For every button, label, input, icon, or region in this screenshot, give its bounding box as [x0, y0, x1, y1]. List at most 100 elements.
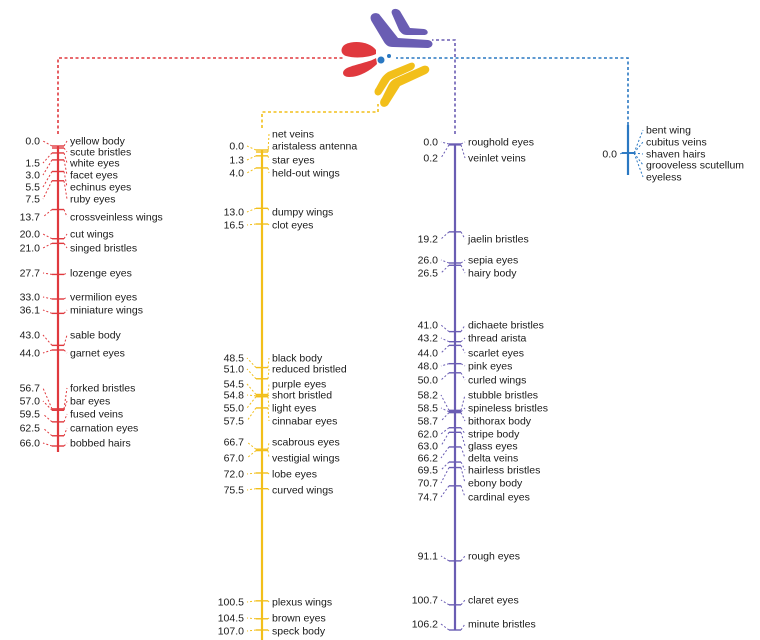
locus-x: 33.0 vermilion eyes	[20, 292, 138, 304]
locus-c2: 51.0 reduced bristled	[224, 364, 347, 380]
label-leader	[460, 337, 466, 343]
locus-position: 44.0	[20, 348, 41, 360]
locus-label: thread arista	[468, 333, 527, 345]
locus-label: stripe body	[468, 429, 520, 441]
locus-label: yellow body	[70, 136, 126, 148]
locus-label: short bristled	[272, 390, 332, 402]
label-leader	[460, 461, 466, 471]
locus-position: 21.0	[20, 243, 41, 255]
position-leader	[42, 242, 53, 249]
locus-position: 55.0	[224, 403, 245, 415]
chromosome-x-icon	[341, 42, 376, 58]
locus-position: 57.0	[20, 396, 41, 408]
locus-c3: 44.0 scarlet eyes	[418, 344, 524, 360]
label-leader	[460, 144, 466, 159]
locus-label: cardinal eyes	[468, 492, 530, 504]
label-leader	[63, 209, 68, 218]
locus-c3: 106.2 minute bristles	[412, 619, 536, 631]
label-leader	[63, 159, 68, 176]
chromosome-2-icon-b	[374, 62, 415, 96]
label-leader	[460, 345, 466, 354]
locus-c2: 104.5 brown eyes	[218, 613, 326, 625]
position-leader	[42, 272, 53, 275]
locus-position: 36.1	[20, 305, 41, 317]
label-leader	[63, 349, 68, 354]
locus-c2: 16.5 clot eyes	[224, 220, 314, 232]
locus-c3: 48.0 pink eyes	[418, 361, 513, 373]
position-leader	[440, 344, 450, 354]
locus-position: 43.0	[20, 330, 41, 342]
label-leader	[460, 555, 466, 562]
locus-c2: 75.5 curved wings	[224, 485, 334, 497]
position-leader	[440, 427, 450, 435]
locus-c2: 72.0 lobe eyes	[224, 469, 317, 481]
position-leader	[440, 412, 450, 422]
locus-label: claret eyes	[468, 595, 519, 607]
locus-label: glass eyes	[468, 441, 518, 453]
connectors	[57, 39, 629, 134]
locus-c2: 66.7 scabrous eyes	[224, 437, 340, 450]
locus-label: plexus wings	[272, 597, 332, 609]
locus-label: roughold eyes	[468, 137, 534, 149]
position-leader	[246, 600, 257, 603]
position-leader	[42, 209, 53, 218]
label-leader	[460, 407, 466, 413]
position-leader	[42, 309, 53, 314]
locus-c3: 26.5 hairy body	[418, 264, 517, 280]
locus-c2: 107.0 speck body	[218, 626, 326, 638]
locus-c3: 50.0 curled wings	[418, 372, 526, 387]
position-leader	[440, 337, 450, 343]
label-leader	[460, 265, 466, 274]
label-leader	[460, 485, 466, 498]
locus-position: 91.1	[418, 551, 439, 563]
position-leader	[440, 485, 450, 498]
locus-c3: 0.0 roughold eyes	[423, 137, 534, 149]
locus-label: aristaless antenna	[272, 141, 357, 153]
locus-label: cut wings	[70, 229, 114, 241]
label-leader	[63, 147, 68, 153]
locus-label: hairless bristles	[468, 465, 540, 477]
locus-c3: 58.2 stubble bristles	[418, 390, 538, 412]
locus-label: minute bristles	[468, 619, 536, 631]
label-leader	[460, 363, 466, 367]
locus-position: 107.0	[218, 626, 244, 638]
locus-position: 75.5	[224, 485, 245, 497]
position-leader	[246, 145, 257, 151]
label-leader	[267, 629, 270, 632]
locus-x: scute bristles	[52, 147, 131, 159]
locus-c3: 63.0 glass eyes	[418, 431, 518, 453]
locus-c2: 55.0 light eyes	[224, 396, 316, 415]
label-leader	[63, 296, 68, 300]
chromosome-c3-map: 0.0 roughold eyes 0.2 veinlet veins 19.2 jael…	[412, 137, 548, 631]
position-leader	[246, 450, 257, 459]
locus-x: 56.7 forked bristles	[20, 383, 135, 410]
locus-position: 100.7	[412, 595, 438, 607]
label-leader	[63, 427, 68, 436]
locus-c3: 19.2 jaelin bristles	[418, 231, 529, 246]
position-leader	[42, 442, 53, 447]
position-leader	[440, 599, 450, 606]
locus-label: ruby eyes	[70, 194, 116, 206]
locus-x: 59.5 fused veins	[20, 409, 123, 423]
locus-c3: 58.5 spineless bristles	[418, 403, 548, 415]
locus-x: 66.0 bobbed hairs	[20, 438, 131, 450]
label-leader	[267, 600, 270, 603]
position-leader	[246, 472, 257, 475]
locus-c2: 0.0 aristaless antenna	[229, 141, 357, 153]
label-leader	[460, 259, 466, 264]
locus-x: 13.7 crossveinless wings	[20, 208, 163, 224]
locus-label: bobbed hairs	[70, 438, 131, 450]
locus-c2: 4.0 held-out wings	[229, 167, 340, 180]
locus-label: eyeless	[646, 172, 682, 184]
locus-label: veinlet veins	[468, 153, 526, 165]
locus-label: reduced bristled	[272, 364, 347, 376]
position-leader	[246, 617, 257, 620]
label-leader	[633, 152, 644, 155]
label-leader	[267, 441, 270, 450]
locus-label: bent wing	[646, 125, 691, 137]
locus-label: star eyes	[272, 155, 315, 167]
locus-label: held-out wings	[272, 168, 340, 180]
